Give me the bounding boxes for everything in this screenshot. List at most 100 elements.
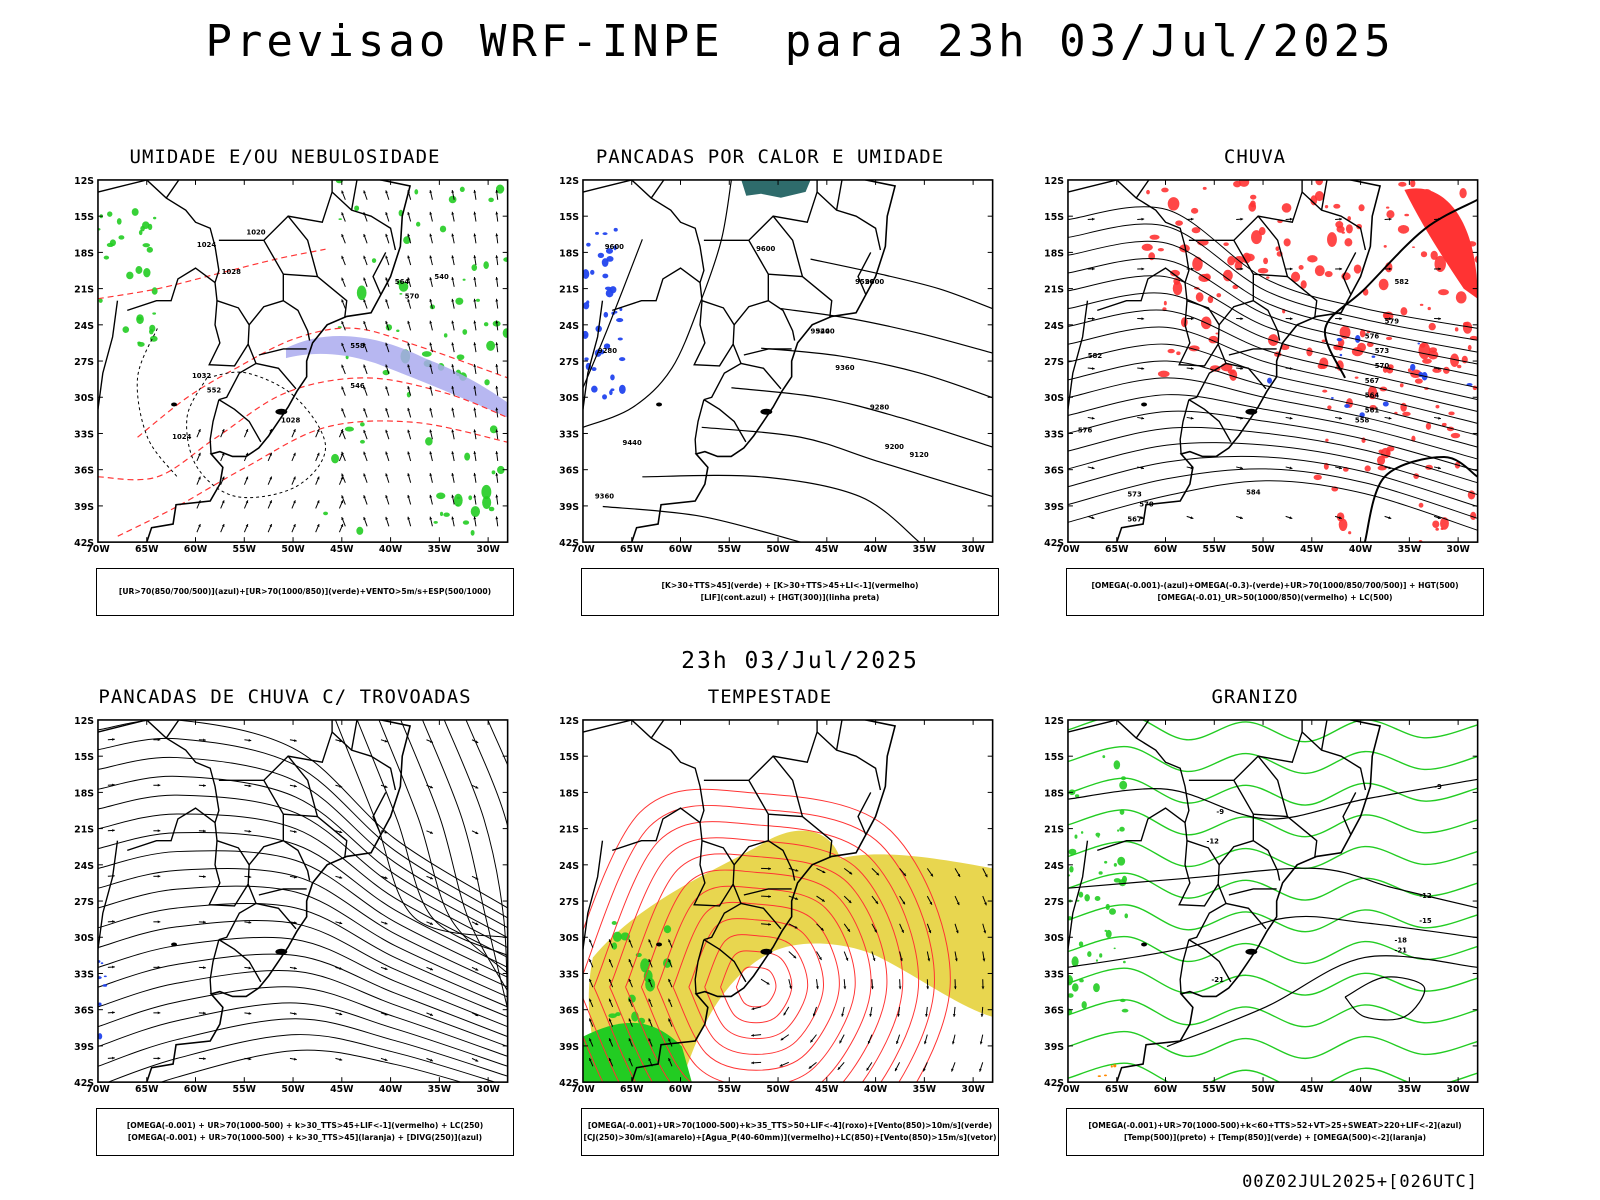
temp-850-contour <box>1118 879 1127 887</box>
rain-red-area <box>1321 339 1327 343</box>
temp-850-contour <box>1124 913 1129 919</box>
rain-red-area <box>1398 181 1407 187</box>
wind-vector-head <box>954 958 958 962</box>
wind-vector-head <box>872 958 876 962</box>
y-tick-label: 36S <box>74 1006 94 1017</box>
streamline <box>97 986 508 1057</box>
humidity-green-area <box>359 422 365 427</box>
wind-arrow-head <box>221 429 225 432</box>
x-tick-label: 40W <box>1349 544 1373 555</box>
streamline-arrow-head <box>475 1058 479 1062</box>
rain-red-area <box>1313 474 1322 481</box>
wind-arrow-head <box>429 342 433 346</box>
wind-arrow-head <box>451 211 455 215</box>
panel-title: PANCADAS POR CALOR E UMIDADE <box>595 146 945 168</box>
wind-arrow-head <box>407 342 411 346</box>
temp-850-contour <box>1109 908 1116 915</box>
wind-arrow-head <box>407 473 411 477</box>
contour-label: 9280 <box>870 404 889 412</box>
contour-label: 9360 <box>595 493 614 501</box>
humidity-green-area <box>399 293 403 295</box>
state-border <box>767 840 796 881</box>
wind-vector-head <box>821 898 825 902</box>
y-tick-label: 24S <box>74 861 94 872</box>
temp-850-contour <box>1095 832 1101 837</box>
rain-red-area <box>1450 432 1461 439</box>
wind-arrow-head <box>495 494 499 498</box>
state-border <box>1178 840 1219 907</box>
wind-vector-head <box>608 1018 612 1022</box>
x-tick-label: 70W <box>571 1084 595 1095</box>
streamline-arrow-head <box>475 740 479 743</box>
x-tick-label: 40W <box>864 544 888 555</box>
y-tick-label: 12S <box>1044 176 1064 187</box>
wind-vector-head <box>628 939 632 943</box>
wind-arrow-head <box>451 233 455 237</box>
wind-arrow-head <box>363 516 366 520</box>
streamline <box>1067 377 1478 448</box>
state-border <box>208 300 249 367</box>
pressure-contour <box>186 371 327 499</box>
lifted-index-area <box>591 385 598 393</box>
streamline-arrow-head <box>1438 416 1441 420</box>
rain-red-area <box>1414 378 1423 384</box>
rain-red-area <box>1385 449 1391 456</box>
wind-vector-head <box>648 998 652 1002</box>
map-umidade: 1020 1024 1028 1032 1028 1024 552 564 570 546 540 5… <box>74 176 520 555</box>
wind-vector-head <box>923 1041 927 1045</box>
streamline <box>378 719 508 974</box>
rain-red-area <box>1425 422 1432 430</box>
y-tick-label: 39S <box>74 1042 94 1053</box>
streamline-arrow-head <box>384 739 388 743</box>
rain-red-area <box>1167 197 1180 211</box>
temp-850-contour <box>1067 975 1074 986</box>
contour-label: 9600 <box>605 243 624 251</box>
contour-label: 582 <box>1395 278 1410 286</box>
streamline-arrow-head <box>248 966 252 970</box>
rain-red-area <box>1275 246 1280 252</box>
y-tick-label: 21S <box>559 285 579 296</box>
wind-vector-head <box>668 1018 671 1022</box>
y-tick-label: 30S <box>74 393 94 404</box>
wind-arrow-head <box>451 298 455 302</box>
wind-arrow-head <box>407 386 411 390</box>
wind-arrow-head <box>495 385 499 389</box>
x-tick-label: 35W <box>1398 1084 1422 1095</box>
streamline-arrow-head <box>1339 317 1343 321</box>
main-title: Previsao WRF-INPE para 23h 03/Jul/2025 <box>205 16 1395 67</box>
wind-vector-head <box>793 955 797 959</box>
state-border <box>816 731 882 791</box>
streamline <box>97 1002 508 1067</box>
wind-arrow-head <box>340 500 344 504</box>
lifted-index-area <box>601 258 609 267</box>
wind-arrow-head <box>495 451 499 454</box>
rain-red-area <box>1157 370 1170 378</box>
wind-vector-head <box>876 872 880 876</box>
y-tick-label: 30S <box>1044 393 1064 404</box>
wind-arrow-head <box>198 429 201 432</box>
state-border <box>97 719 257 941</box>
jet-area <box>588 830 993 1083</box>
humidity-green-area <box>331 453 340 464</box>
wind-vector-head <box>816 986 819 990</box>
contour-label: 9600 <box>865 278 884 286</box>
state-border <box>612 807 701 852</box>
wind-vector-head <box>780 1037 784 1041</box>
rain-red-area <box>1300 280 1307 289</box>
wind-arrow-head <box>340 452 344 456</box>
contour-label: -12 <box>1419 892 1432 900</box>
x-tick-label: 30W <box>476 1084 500 1095</box>
map-granizo: -9 -12 -15 -18 -21 -9 -12 -21 12S 15S 18S 21S 24S 27S… <box>1044 716 1490 1095</box>
rain-red-area <box>1422 358 1432 364</box>
x-tick-label: 45W <box>330 544 354 555</box>
wind-vector-head <box>982 958 986 962</box>
streamline-arrow-head <box>1388 317 1392 321</box>
y-tick-label: 24S <box>1044 861 1064 872</box>
y-tick-label: 12S <box>1044 716 1064 727</box>
rain-red-area <box>1280 344 1290 351</box>
rain-red-area <box>1172 281 1183 296</box>
wind-vector-head <box>845 957 849 961</box>
streamline-arrow-head <box>1091 416 1095 420</box>
humidity-green-area <box>142 221 150 229</box>
streamline-arrow-head <box>293 921 297 924</box>
